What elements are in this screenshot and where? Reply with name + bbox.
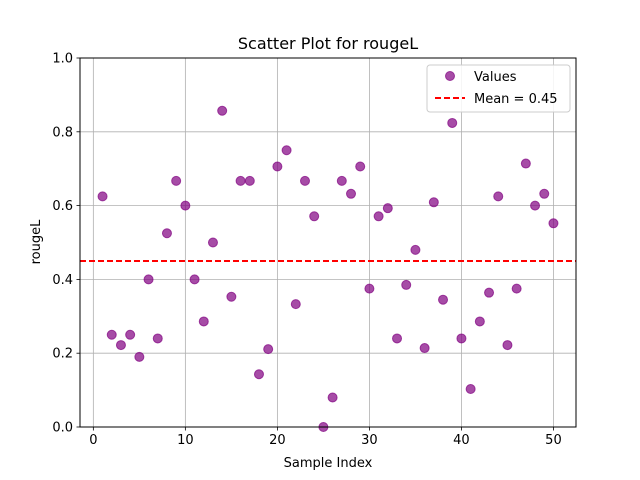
data-point	[520, 158, 531, 169]
axis-ticks: 0 10 20 30 40 50 0.0 0.2 0.4 0.6 0.8 1.0	[52, 52, 561, 449]
data-point	[456, 333, 467, 344]
y-tick-label: 0.4	[52, 273, 73, 288]
data-point	[281, 145, 292, 156]
data-point	[106, 329, 117, 340]
data-point	[438, 294, 449, 305]
data-point	[392, 333, 403, 344]
data-point	[502, 340, 513, 351]
data-point	[428, 197, 439, 208]
data-point	[346, 188, 357, 199]
y-axis-label: rougeL	[29, 219, 44, 265]
data-point	[373, 211, 384, 222]
legend-values-marker	[445, 71, 455, 81]
data-point	[419, 343, 430, 354]
data-points	[97, 105, 559, 432]
x-tick-label: 40	[453, 433, 470, 448]
data-point	[382, 203, 393, 214]
data-point	[253, 369, 264, 380]
data-point	[198, 316, 209, 327]
data-point	[152, 333, 163, 344]
x-tick-label: 50	[545, 433, 562, 448]
data-point	[511, 283, 522, 294]
data-point	[207, 237, 218, 248]
y-tick-label: 1.0	[52, 52, 73, 67]
data-point	[226, 291, 237, 302]
grid-lines	[80, 57, 576, 428]
legend-box	[426, 64, 571, 113]
data-point	[548, 218, 559, 229]
data-point	[465, 383, 476, 394]
data-point	[217, 105, 228, 116]
legend-values-label: Values	[474, 70, 517, 85]
data-point	[180, 200, 191, 211]
data-point	[134, 351, 145, 362]
data-point	[327, 392, 338, 403]
data-point	[290, 299, 301, 310]
x-tick-label: 0	[89, 433, 97, 448]
data-point	[244, 175, 255, 186]
data-point	[447, 117, 458, 128]
plot-frame	[79, 57, 577, 428]
data-point	[97, 191, 108, 202]
y-tick-label: 0.0	[52, 421, 73, 436]
legend-mean-label: Mean = 0.45	[474, 92, 558, 107]
legend: Values Mean = 0.45	[426, 64, 571, 113]
data-point	[189, 274, 200, 285]
data-point	[355, 161, 366, 172]
data-point	[401, 279, 412, 290]
data-point	[410, 244, 421, 255]
data-point	[263, 344, 274, 355]
y-tick-label: 0.2	[52, 347, 73, 362]
data-point	[143, 274, 154, 285]
data-point	[125, 329, 136, 340]
data-point	[115, 340, 126, 351]
data-point	[272, 161, 283, 172]
y-tick-label: 0.8	[52, 125, 73, 140]
data-point	[336, 175, 347, 186]
data-point	[474, 316, 485, 327]
data-point	[235, 175, 246, 186]
data-point	[161, 228, 172, 239]
chart-title: Scatter Plot for rougeL	[238, 34, 418, 53]
data-point	[530, 200, 541, 211]
data-point	[364, 283, 375, 294]
data-point	[484, 287, 495, 298]
data-point	[493, 191, 504, 202]
data-point	[299, 175, 310, 186]
x-tick-label: 20	[269, 433, 286, 448]
y-tick-label: 0.6	[52, 199, 73, 214]
x-tick-label: 10	[177, 433, 194, 448]
data-point	[309, 211, 320, 222]
x-axis-label: Sample Index	[284, 456, 373, 471]
data-point	[539, 188, 550, 199]
x-tick-label: 30	[361, 433, 378, 448]
data-point	[171, 175, 182, 186]
